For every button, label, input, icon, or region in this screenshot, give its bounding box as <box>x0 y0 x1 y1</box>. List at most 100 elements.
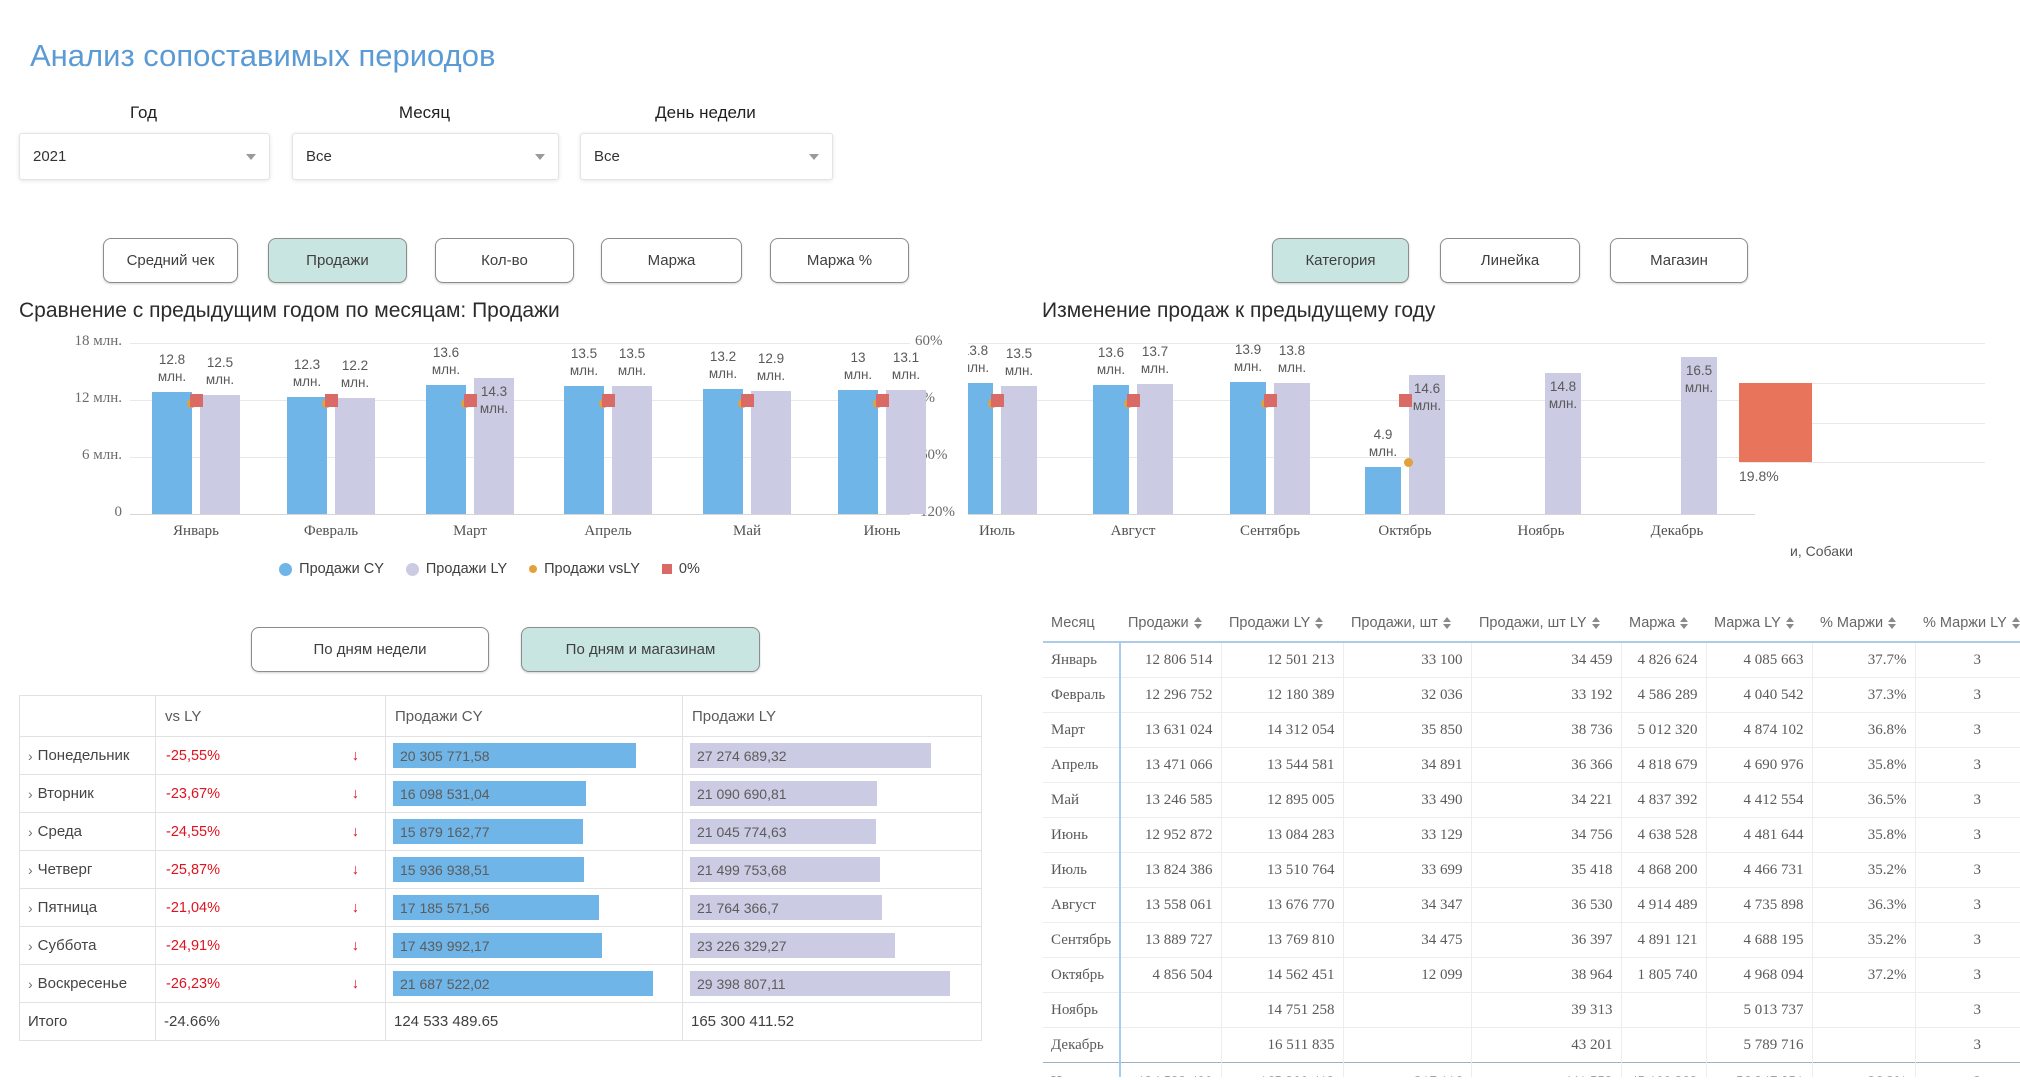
cy-bar-1[interactable] <box>152 392 192 514</box>
sort-icon[interactable] <box>1680 617 1689 630</box>
cy-data-bar[interactable]: 16 098 531,04 <box>393 781 586 806</box>
ly-bar-4[interactable] <box>612 386 652 514</box>
legend-item-1[interactable]: Продажи CY <box>279 561 384 577</box>
value-cell <box>1343 1027 1472 1063</box>
expand-icon[interactable]: › <box>28 861 33 878</box>
month-cell: Июнь <box>1043 817 1121 853</box>
legend-item-3[interactable]: Продажи vsLY <box>529 561 640 577</box>
ly-bar-3[interactable] <box>474 378 514 514</box>
cy-bar-4[interactable] <box>1365 467 1401 514</box>
column-header-7[interactable]: Маржа LY <box>1706 605 1812 643</box>
view-button-1[interactable]: По дням недели <box>251 627 489 672</box>
metric-button-2[interactable]: Продажи <box>268 238 407 283</box>
x-axis-label: Март <box>453 523 487 539</box>
value-cell: 32 036 <box>1343 677 1472 713</box>
dimension-button-1[interactable]: Категория <box>1272 238 1409 283</box>
ly-data-bar[interactable]: 21 045 774,63 <box>690 819 876 844</box>
year-dropdown[interactable]: 2021 <box>19 133 270 180</box>
sort-icon[interactable] <box>1315 617 1324 630</box>
day-name: Понедельник <box>37 747 130 764</box>
ly-data-bar[interactable]: 21 090 690,81 <box>690 781 877 806</box>
cy-bar-2[interactable] <box>1093 385 1129 514</box>
month-dropdown[interactable]: Все <box>292 133 559 180</box>
cy-bar-4[interactable] <box>564 386 604 514</box>
column-header-3[interactable]: Продажи LY <box>1221 605 1343 643</box>
value-cell: 12 296 752 <box>1120 677 1222 713</box>
cy-data-bar[interactable]: 17 185 571,56 <box>393 895 599 920</box>
expand-icon[interactable]: › <box>28 785 33 802</box>
ly-data-label: 13.8 млн. <box>1254 342 1330 376</box>
metric-button-5[interactable]: Маржа % <box>770 238 909 283</box>
expand-icon[interactable]: › <box>28 899 33 916</box>
ly-data-bar[interactable]: 21 764 366,7 <box>690 895 882 920</box>
column-header-2[interactable]: Продажи <box>1120 605 1221 643</box>
view-button-2[interactable]: По дням и магазинам <box>521 627 760 672</box>
cy-data-label: 13.9 млн. <box>1210 341 1286 375</box>
cy-bar-3[interactable] <box>1230 382 1266 514</box>
sort-up-arrow <box>1680 617 1689 623</box>
expand-icon[interactable]: › <box>28 823 33 840</box>
ly-bar-1[interactable] <box>1001 386 1037 514</box>
cy-bar-2[interactable] <box>287 397 327 514</box>
ly-data-bar[interactable]: 23 226 329,27 <box>690 933 895 958</box>
column-header-8[interactable]: % Маржи <box>1812 605 1915 643</box>
expand-icon[interactable]: › <box>28 747 33 764</box>
sort-icon[interactable] <box>2011 617 2020 630</box>
cy-bar-3[interactable] <box>426 385 466 514</box>
sort-icon[interactable] <box>1785 617 1794 630</box>
cy-data-bar[interactable]: 21 687 522,02 <box>393 971 653 996</box>
column-header-label: Продажи <box>1128 615 1189 631</box>
category-bar[interactable] <box>1739 383 1812 462</box>
ly-bar-2[interactable] <box>1137 384 1173 514</box>
ly-bar-6[interactable] <box>886 390 926 514</box>
metric-button-label: Маржа % <box>806 252 873 269</box>
metric-button-4[interactable]: Маржа <box>601 238 742 283</box>
legend-item-2[interactable]: Продажи LY <box>405 561 507 577</box>
cy-bar-6[interactable] <box>838 390 878 514</box>
column-header-6[interactable]: Маржа <box>1621 605 1706 643</box>
ly-bar-4[interactable] <box>1409 375 1445 514</box>
ly-bar-6[interactable] <box>1681 357 1717 514</box>
expand-icon[interactable]: › <box>28 937 33 954</box>
sort-icon[interactable] <box>1888 617 1897 630</box>
sort-icon[interactable] <box>1193 617 1202 630</box>
legend-square-icon <box>661 564 672 574</box>
sort-icon[interactable] <box>1591 617 1600 630</box>
ly-data-label: 13.7 млн. <box>1117 343 1193 377</box>
legend-item-4[interactable]: 0% <box>661 561 700 577</box>
metric-button-3[interactable]: Кол-во <box>435 238 574 283</box>
cy-data-label: 13.6 млн. <box>1073 344 1149 378</box>
ly-data-bar[interactable]: 21 499 753,68 <box>690 857 880 882</box>
column-header-label: % Маржи LY <box>1923 615 2007 631</box>
legend-circle-icon <box>529 565 538 573</box>
cy-data-bar[interactable]: 15 879 162,77 <box>393 819 583 844</box>
metric-button-label: Маржа <box>647 252 696 269</box>
dimension-button-2[interactable]: Линейка <box>1440 238 1580 283</box>
ly-data-bar[interactable]: 29 398 807,11 <box>690 971 950 996</box>
legend-circle-icon <box>405 562 419 576</box>
ly-bar-2[interactable] <box>335 398 375 514</box>
column-header-4[interactable]: Продажи, шт <box>1343 605 1471 643</box>
expand-icon[interactable]: › <box>28 975 33 992</box>
gridline <box>1812 383 1985 384</box>
dimension-button-label: Магазин <box>1650 252 1708 269</box>
sort-up-arrow <box>1591 617 1600 623</box>
column-header-9[interactable]: % Маржи LY <box>1915 605 2020 643</box>
value-cell: 39 313 <box>1471 992 1622 1028</box>
cy-data-bar[interactable]: 15 936 938,51 <box>393 857 584 882</box>
ly-bar-5[interactable] <box>1545 373 1581 514</box>
sort-icon[interactable] <box>1442 617 1451 630</box>
ly-bar-3[interactable] <box>1274 383 1310 514</box>
ly-data-bar[interactable]: 27 274 689,32 <box>690 743 931 768</box>
dimension-button-3[interactable]: Магазин <box>1610 238 1748 283</box>
metric-button-label: Средний чек <box>126 252 215 269</box>
weekday-dropdown[interactable]: Все <box>580 133 833 180</box>
ly-bar-cell: 21 090 690,81 <box>683 775 981 812</box>
cy-data-bar[interactable]: 17 439 992,17 <box>393 933 602 958</box>
cy-data-bar[interactable]: 20 305 771,58 <box>393 743 636 768</box>
ly-bar-5[interactable] <box>751 391 791 514</box>
column-header-5[interactable]: Продажи, шт LY <box>1471 605 1621 643</box>
metric-button-1[interactable]: Средний чек <box>103 238 238 283</box>
cy-bar-5[interactable] <box>703 389 743 514</box>
ly-bar-1[interactable] <box>200 395 240 514</box>
